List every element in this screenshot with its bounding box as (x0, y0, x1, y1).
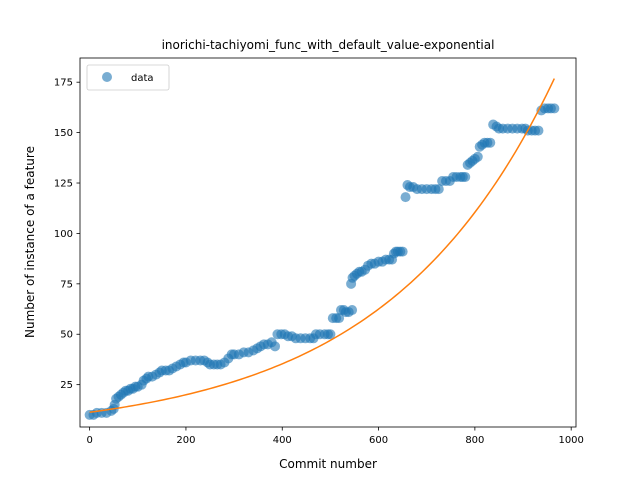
data-point (400, 192, 411, 203)
x-tick-label: 800 (465, 435, 484, 446)
legend-label-data: data (131, 73, 154, 84)
y-axis-label: Number of instance of a feature (23, 146, 37, 338)
x-tick-label: 1000 (558, 435, 583, 446)
data-point (325, 329, 336, 340)
y-tick-label: 75 (60, 279, 73, 290)
y-axis: 25 50 75 100 125 150 175 (54, 78, 80, 391)
data-point (485, 137, 496, 148)
y-tick-label: 150 (54, 128, 73, 139)
data-point (533, 125, 544, 136)
data-point (549, 103, 560, 114)
legend-marker-data (102, 72, 112, 82)
x-tick-label: 400 (273, 435, 292, 446)
chart-title: inorichi-tachiyomi_func_with_default_val… (162, 38, 495, 52)
data-point (472, 151, 483, 162)
data-layer (84, 103, 560, 420)
data-point (433, 184, 444, 195)
data-point (397, 246, 408, 257)
fit-layer (89, 78, 556, 414)
data-point (347, 305, 358, 316)
y-tick-label: 50 (60, 330, 73, 341)
fit-line (89, 78, 556, 414)
data-point (334, 313, 345, 324)
y-tick-label: 25 (60, 380, 73, 391)
y-tick-label: 175 (54, 78, 73, 89)
x-tick-label: 600 (369, 435, 388, 446)
x-tick-label: 0 (86, 435, 92, 446)
legend-box (86, 64, 170, 91)
data-point (460, 171, 471, 182)
y-tick-label: 100 (54, 229, 73, 240)
x-axis: 0 200 400 600 800 1000 (86, 427, 584, 446)
x-axis-label: Commit number (279, 457, 377, 471)
plot-frame (79, 57, 577, 428)
data-point (270, 341, 281, 352)
x-tick-label: 200 (176, 435, 195, 446)
legend: data (86, 64, 170, 91)
plot-area (80, 58, 576, 427)
y-tick-label: 125 (54, 179, 73, 190)
